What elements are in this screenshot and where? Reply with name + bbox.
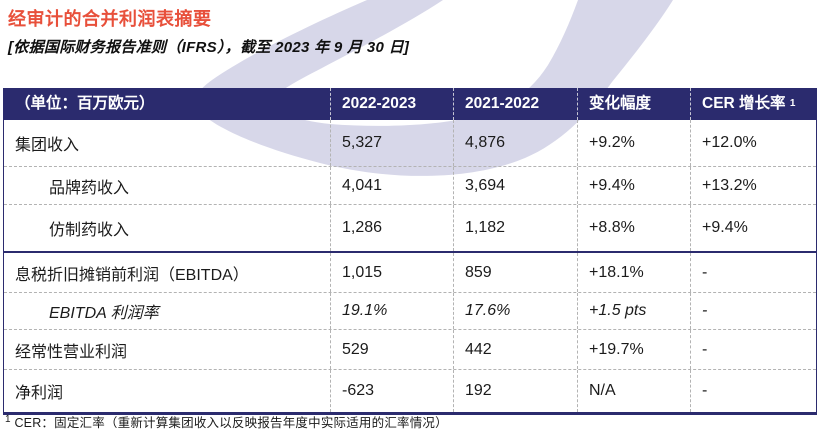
row-label-cell: 净利润 [15, 385, 64, 402]
table-body: 集团收入 5,327 4,876 +9.2% +12.0% 品牌药收入 4,041 3,694… [4, 120, 816, 412]
value-cell-2021-2022: 192 [453, 370, 577, 412]
footnote-text: CER：固定汇率（重新计算集团收入以反映报告年度中实际适用的汇率情况） [10, 416, 448, 430]
row-label-cell: 息税折旧摊销前利润（EBITDA） [15, 266, 249, 284]
table-row: 净利润 -623 192 N/A - [4, 369, 816, 412]
value-cell-cer-growth: - [690, 253, 817, 292]
value-cell-cer-growth: - [690, 370, 817, 412]
value-cell-change: +19.7% [577, 330, 690, 369]
row-label-cell: 经常性营业利润 [15, 343, 128, 361]
row-label-cell: 仿制药收入 [49, 222, 130, 239]
value-cell-change: +18.1% [577, 253, 690, 292]
table-row: 集团收入 5,327 4,876 +9.2% +12.0% [4, 120, 816, 166]
value-cell-2022-2023: -623 [330, 370, 453, 412]
footnote: 1 CER：固定汇率（重新计算集团收入以反映报告年度中实际适用的汇率情况） [5, 412, 448, 431]
value-cell-cer-growth: +9.4% [690, 205, 817, 251]
value-cell-change: +9.2% [577, 120, 690, 166]
value-cell-2022-2023: 19.1% [330, 293, 453, 329]
value-cell-change: +1.5 pts [577, 293, 690, 329]
table-row: 仿制药收入 1,286 1,182 +8.8% +9.4% [4, 204, 816, 251]
header-cell-2022-2023: 2022-2023 [330, 88, 453, 120]
value-cell-2021-2022: 17.6% [453, 293, 577, 329]
value-cell-2021-2022: 3,694 [453, 167, 577, 204]
row-label-cell: 品牌药收入 [49, 179, 130, 197]
table-row: 息税折旧摊销前利润（EBITDA） 1,015 859 +18.1% - [4, 251, 816, 292]
value-cell-cer-growth: - [690, 330, 817, 369]
table-row: 经常性营业利润 529 442 +19.7% - [4, 329, 816, 369]
table-row: 品牌药收入 4,041 3,694 +9.4% +13.2% [4, 166, 816, 204]
value-cell-2022-2023: 1,286 [330, 205, 453, 251]
value-cell-change: +8.8% [577, 205, 690, 251]
page-subtitle: [依据国际财务报告准则（IFRS），截至 2023 年 9 月 30 日] [8, 39, 410, 56]
value-cell-cer-growth: +13.2% [690, 167, 817, 204]
row-label-cell: EBITDA 利润率 [49, 305, 159, 322]
value-cell-2021-2022: 4,876 [453, 120, 577, 166]
table-row: EBITDA 利润率 19.1% 17.6% +1.5 pts - [4, 292, 816, 329]
value-cell-2021-2022: 1,182 [453, 205, 577, 251]
value-cell-change: +9.4% [577, 167, 690, 204]
value-cell-cer-growth: - [690, 293, 817, 329]
value-cell-change: N/A [577, 370, 690, 412]
header-cell-unit: （单位：百万欧元） [15, 95, 155, 112]
footnote-superscript: 1 [5, 413, 11, 425]
value-cell-2021-2022: 859 [453, 253, 577, 292]
header-cell-cer-growth: CER 增长率 1 [690, 88, 817, 120]
value-cell-2022-2023: 5,327 [330, 120, 453, 166]
value-cell-2022-2023: 1,015 [330, 253, 453, 292]
page-title: 经审计的合并利润表摘要 [8, 9, 212, 29]
income-statement-table: （单位：百万欧元） 2022-2023 2021-2022 变化幅度 CER 增… [3, 88, 817, 415]
header-cell-2021-2022: 2021-2022 [453, 88, 577, 120]
row-label-cell: 集团收入 [15, 137, 80, 154]
value-cell-2022-2023: 4,041 [330, 167, 453, 204]
value-cell-2021-2022: 442 [453, 330, 577, 369]
value-cell-2022-2023: 529 [330, 330, 453, 369]
table-header-row: （单位：百万欧元） 2022-2023 2021-2022 变化幅度 CER 增… [4, 88, 816, 120]
header-cell-change: 变化幅度 [577, 88, 690, 120]
value-cell-cer-growth: +12.0% [690, 120, 817, 166]
